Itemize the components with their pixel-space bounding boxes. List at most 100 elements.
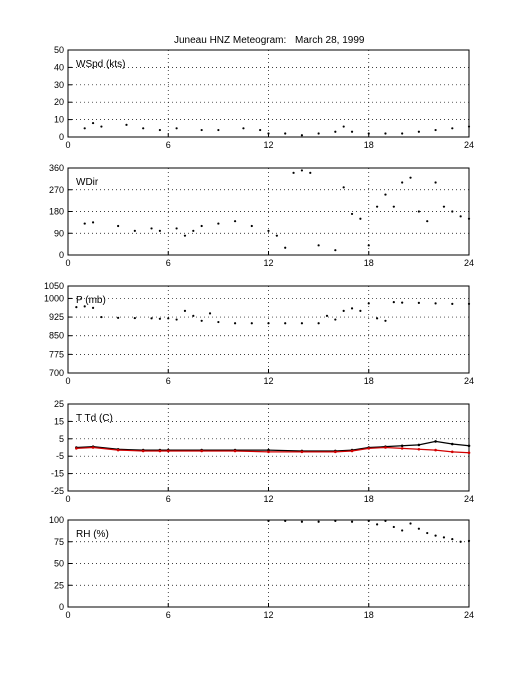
- data-point: [384, 519, 387, 522]
- x-tick-label: 12: [263, 376, 273, 386]
- y-tick-label: 50: [54, 559, 64, 569]
- data-point: [426, 220, 429, 223]
- data-point: [376, 205, 379, 208]
- y-tick-label: -5: [56, 451, 64, 461]
- data-point: [275, 234, 278, 237]
- y-tick-label: 30: [54, 80, 64, 90]
- data-point: [217, 320, 220, 324]
- data-point: [267, 450, 270, 454]
- data-point: [434, 440, 437, 443]
- data-point: [175, 318, 178, 321]
- data-point: [367, 519, 370, 522]
- plot-frame: [67, 285, 470, 374]
- data-point: [392, 205, 395, 208]
- y-tick-label: 180: [49, 207, 64, 217]
- x-tick-label: 12: [263, 258, 273, 268]
- data-point: [359, 309, 362, 312]
- data-point: [233, 220, 237, 223]
- data-point: [317, 322, 320, 325]
- series-1: [83, 121, 471, 137]
- data-point: [459, 540, 462, 543]
- data-point: [350, 307, 354, 310]
- data-point: [467, 302, 471, 305]
- panel-3: 0 6 12 18 24 700 775 850 925 1000 1050 P (mb): [44, 281, 474, 386]
- data-point: [267, 322, 270, 325]
- y-tick-label: 700: [49, 368, 64, 378]
- data-point: [317, 132, 320, 135]
- data-point: [133, 229, 136, 232]
- data-point: [158, 229, 161, 232]
- data-point: [434, 534, 437, 537]
- series-2: [75, 446, 471, 455]
- data-point: [292, 171, 295, 174]
- plot-frame: [67, 49, 470, 138]
- data-point: [467, 444, 471, 448]
- series-line: [76, 440, 470, 452]
- data-point: [450, 450, 454, 454]
- data-point: [384, 319, 387, 322]
- data-point: [83, 222, 86, 225]
- data-point: [400, 447, 404, 450]
- data-point: [133, 316, 136, 320]
- data-point: [267, 132, 270, 135]
- y-tick-label: -15: [51, 469, 64, 479]
- y-tick-label: 925: [49, 312, 64, 322]
- x-tick-label: 18: [364, 494, 374, 504]
- data-point: [417, 527, 420, 530]
- data-point: [451, 127, 454, 130]
- data-point: [459, 215, 462, 218]
- x-tick-label: 0: [65, 258, 70, 268]
- y-tick-label: 0: [59, 250, 64, 260]
- data-point: [300, 450, 304, 454]
- x-tick-label: 18: [364, 258, 374, 268]
- data-point: [442, 536, 446, 539]
- x-tick-label: 0: [65, 376, 70, 386]
- panel-label: RH (%): [76, 529, 109, 540]
- data-point: [259, 128, 262, 132]
- data-point: [417, 443, 421, 447]
- data-point: [217, 128, 220, 132]
- y-tick-label: 5: [59, 434, 64, 444]
- x-tick-label: 6: [166, 376, 171, 386]
- data-point: [350, 449, 354, 453]
- x-tick-label: 0: [65, 140, 70, 150]
- data-point: [116, 448, 120, 452]
- data-point: [250, 322, 253, 325]
- data-point: [401, 181, 404, 184]
- data-point: [284, 519, 287, 522]
- data-point: [417, 301, 420, 305]
- data-point: [417, 210, 420, 213]
- x-tick-label: 6: [166, 258, 171, 268]
- data-point: [242, 127, 245, 130]
- x-tick-label: 24: [464, 610, 474, 620]
- panel-1: 0 6 12 18 24 0 10 20 30 40 50 WSpd (kts): [54, 45, 474, 150]
- data-point: [100, 315, 103, 319]
- data-point: [75, 306, 78, 309]
- panel-5: 0 6 12 18 24 0 25 50 75 100 RH (%): [49, 515, 474, 620]
- data-point: [434, 448, 437, 452]
- data-point: [467, 217, 471, 220]
- y-tick-label: 50: [54, 45, 64, 55]
- x-tick-label: 24: [464, 376, 474, 386]
- data-point: [434, 128, 437, 132]
- data-point: [150, 227, 153, 230]
- data-point: [325, 314, 329, 317]
- y-tick-label: 40: [54, 62, 64, 72]
- x-tick-label: 18: [364, 376, 374, 386]
- data-point: [300, 322, 304, 325]
- data-point: [317, 244, 320, 247]
- data-point: [317, 520, 320, 523]
- data-point: [267, 229, 270, 232]
- series-1: [83, 169, 471, 252]
- data-point: [192, 229, 195, 232]
- data-point: [75, 447, 78, 450]
- panel-label: T Td (C): [76, 413, 113, 424]
- data-point: [451, 210, 454, 213]
- data-point: [141, 449, 145, 453]
- data-point: [442, 205, 446, 208]
- x-tick-label: 18: [364, 610, 374, 620]
- x-tick-label: 24: [464, 258, 474, 268]
- data-point: [334, 519, 337, 522]
- data-point: [200, 224, 203, 228]
